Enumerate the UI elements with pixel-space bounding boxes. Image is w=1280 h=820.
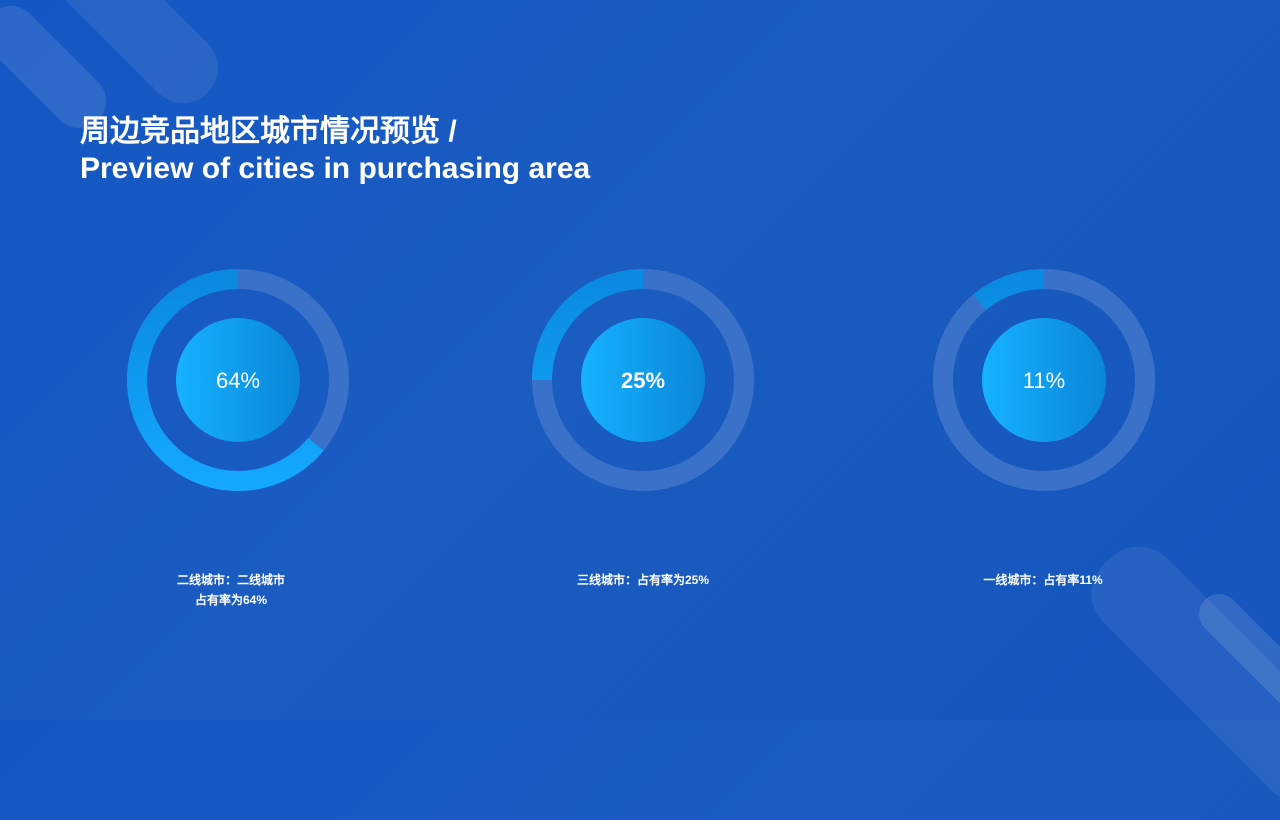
title-line-1: 周边竞品地区城市情况预览 / (80, 115, 457, 148)
gauge-chart-svg (127, 269, 1155, 491)
gauge-chart: 64% 25% 11% 二线城市：二线城市 占有率为64% 三线城市：占有率为2… (127, 269, 1155, 610)
gauge-caption: 三线城市：占有率为25% (543, 570, 743, 590)
gauge-progress-arc (532, 269, 754, 491)
gauge-caption-line: 二线城市：二线城市 (176, 573, 285, 587)
gauge-progress-arc (933, 269, 1155, 491)
gauge-caption-line: 占有率为64% (194, 593, 268, 607)
gauge-caption-line: 三线城市：占有率为25% (576, 573, 710, 587)
gauge-progress-arc (127, 269, 349, 491)
title-line-2: Preview of cities in purchasing area (80, 152, 591, 185)
gauge-inner-circle (176, 318, 300, 442)
gauge-caption-line: 一线城市：占有率11% (983, 573, 1103, 587)
gauge-caption: 二线城市：二线城市 占有率为64% (131, 570, 331, 610)
gauge-inner-circle (982, 318, 1106, 442)
gauge-inner-circle (581, 318, 705, 442)
gauge-value-label: 11% (1022, 368, 1066, 393)
gauge-value-label: 25% (620, 368, 666, 393)
gauge-caption: 一线城市：占有率11% (943, 570, 1143, 590)
page-title: 周边竞品地区城市情况预览 / Preview of cities in purc… (80, 113, 590, 187)
gauge-value-label: 64% (215, 368, 261, 393)
